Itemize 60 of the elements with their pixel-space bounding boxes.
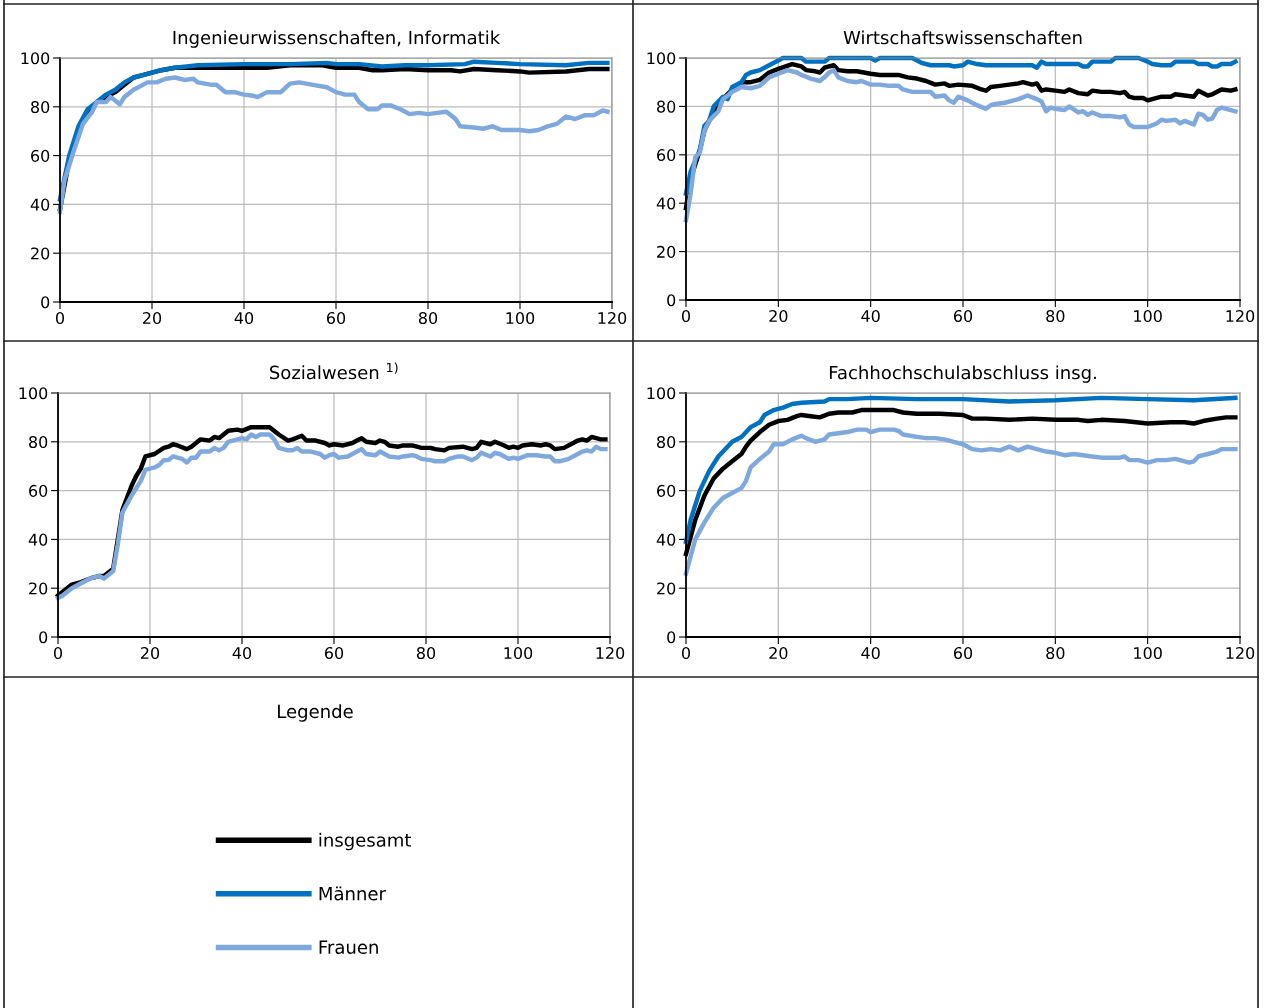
- x-tick-label: 60: [953, 647, 973, 660]
- y-tick-label: 20: [657, 582, 676, 595]
- x-tick-label: 100: [506, 312, 535, 325]
- x-tick-label: 120: [598, 312, 627, 325]
- y-tick-label: 40: [656, 197, 676, 210]
- y-tick-label: 20: [29, 582, 48, 595]
- y-tick-label: 0: [41, 296, 50, 309]
- y-tick-label: 20: [657, 245, 676, 258]
- y-tick-label: 40: [28, 533, 48, 546]
- x-tick-label: 80: [1046, 647, 1065, 660]
- y-tick-label: 40: [30, 198, 50, 211]
- x-tick-label: 0: [53, 647, 63, 660]
- x-tick-label: 40: [232, 647, 252, 660]
- y-tick-label: 0: [39, 631, 48, 644]
- x-tick-label: 100: [1134, 647, 1162, 660]
- y-tick-label: 0: [667, 294, 676, 307]
- x-tick-label: 40: [861, 310, 880, 323]
- y-tick-label: 40: [656, 533, 676, 546]
- x-tick-label: 80: [416, 647, 436, 660]
- x-tick-label: 80: [1046, 310, 1065, 323]
- x-tick-label: 120: [596, 647, 625, 660]
- y-tick-label: 80: [29, 436, 48, 449]
- x-tick-label: 40: [861, 647, 880, 660]
- x-tick-label: 20: [141, 647, 160, 660]
- x-tick-label: 20: [143, 312, 162, 325]
- y-tick-label: 80: [31, 101, 50, 114]
- x-tick-label: 20: [769, 310, 788, 323]
- chart-title: Wirtschaftswissenschaften: [843, 30, 1082, 45]
- y-tick-label: 20: [31, 247, 50, 260]
- legend-label: Männer: [319, 886, 386, 901]
- y-tick-label: 100: [647, 387, 676, 400]
- legend-label: Frauen: [319, 940, 378, 954]
- x-tick-label: 60: [953, 310, 973, 323]
- x-tick-label: 40: [234, 312, 254, 325]
- y-tick-label: 0: [667, 631, 676, 644]
- chart-title: Ingenieurwissenschaften, Informatik: [173, 30, 501, 48]
- y-tick-label: 60: [31, 149, 50, 162]
- legend-label: insgesamt: [319, 832, 412, 851]
- x-tick-label: 60: [326, 312, 346, 325]
- chart-title: Fachhochschulabschluss insg.: [829, 365, 1096, 383]
- x-tick-label: 120: [1226, 647, 1255, 660]
- x-tick-label: 80: [418, 312, 438, 325]
- x-tick-label: 0: [681, 647, 691, 660]
- x-tick-label: 60: [324, 647, 344, 660]
- y-tick-label: 60: [29, 484, 48, 497]
- x-tick-label: 100: [504, 647, 533, 660]
- x-tick-label: 0: [681, 310, 691, 323]
- y-tick-label: 100: [21, 52, 50, 65]
- x-tick-label: 0: [55, 312, 65, 325]
- chart-title: Sozialwesen $^{1)}$: [270, 362, 398, 380]
- y-tick-label: 100: [19, 387, 48, 400]
- y-tick-label: 80: [657, 100, 676, 113]
- x-tick-label: 100: [1134, 310, 1162, 323]
- x-tick-label: 20: [769, 647, 788, 660]
- y-tick-label: 100: [647, 52, 676, 65]
- x-tick-label: 120: [1226, 310, 1255, 323]
- y-tick-label: 60: [657, 484, 676, 497]
- legend-title: Legende: [278, 704, 353, 722]
- y-tick-label: 80: [657, 436, 676, 449]
- y-tick-label: 60: [657, 149, 676, 162]
